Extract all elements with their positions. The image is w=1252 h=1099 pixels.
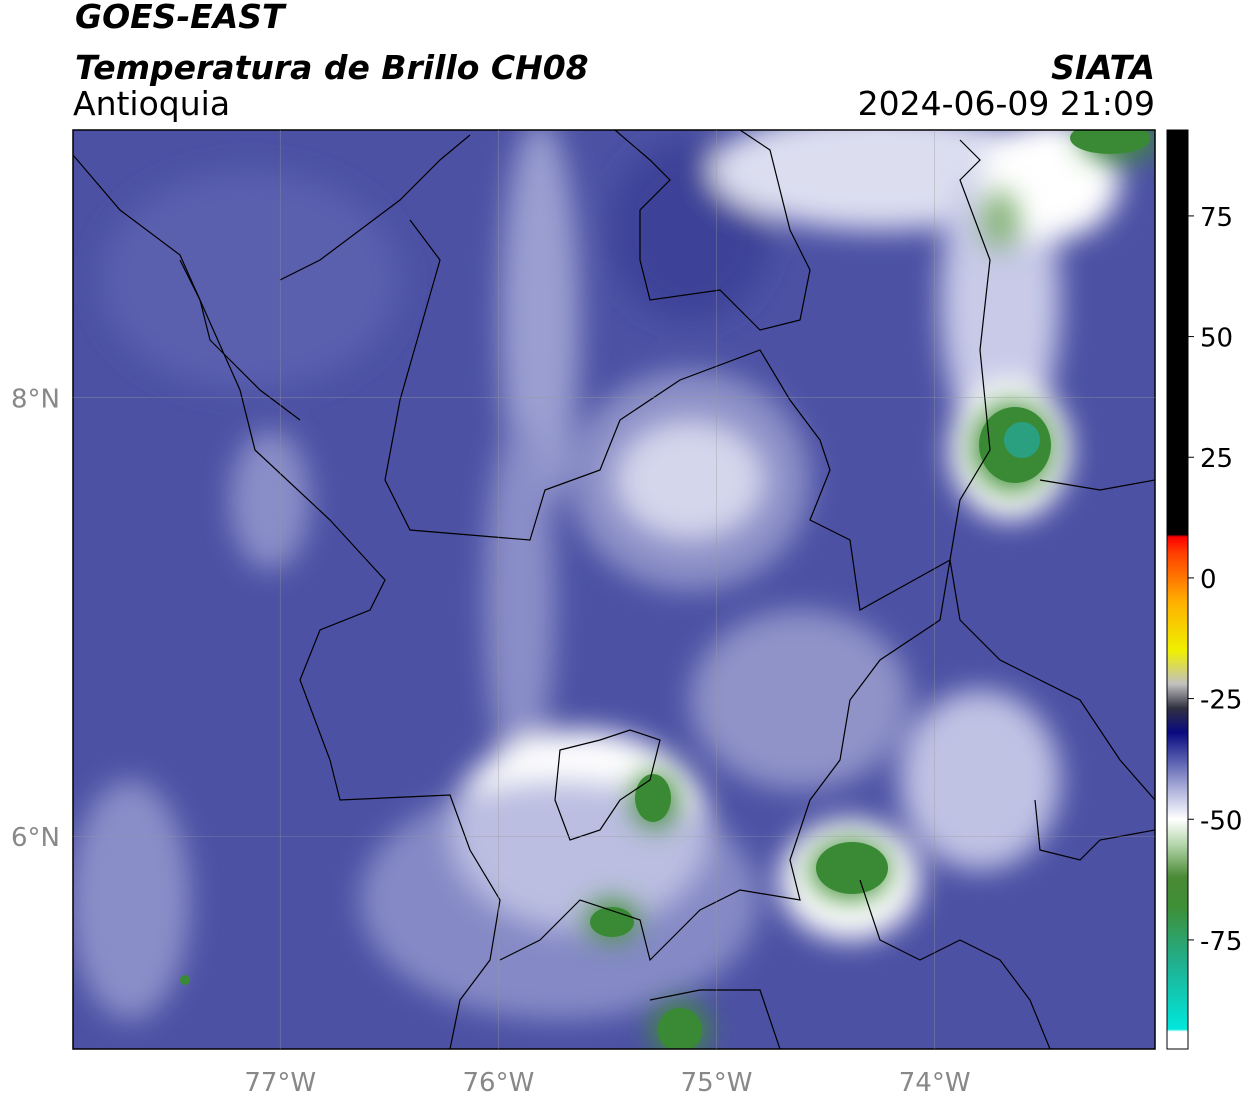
lat-tick-label: 8°N — [11, 385, 60, 415]
graticule — [73, 130, 1155, 1049]
colorbar-tick-label: -75 — [1200, 927, 1242, 957]
colorbar-tick-label: -50 — [1200, 806, 1242, 836]
region: Antioquia — [73, 84, 230, 123]
colorbar-tick-label: 50 — [1200, 324, 1233, 354]
lon-tick-label: 75°W — [681, 1068, 753, 1098]
colorbar-tick-label: 25 — [1200, 444, 1233, 474]
lon-tick-label: 77°W — [244, 1068, 316, 1098]
agency: SIATA — [1051, 48, 1155, 87]
map-frame — [72, 129, 1156, 1050]
colorbar-tick-label: 0 — [1200, 565, 1217, 595]
lon-tick-label: 74°W — [899, 1068, 971, 1098]
lat-tick-label: 6°N — [11, 823, 60, 853]
title: GOES-EAST — [75, 0, 287, 36]
colorbar — [1166, 129, 1189, 1050]
colorbar-tick-label: 75 — [1200, 203, 1233, 233]
colorbar-tick-label: -25 — [1200, 686, 1242, 716]
map-image — [73, 130, 1155, 1049]
datetime: 2024-06-09 21:09 — [858, 84, 1155, 123]
lon-tick-label: 76°W — [462, 1068, 534, 1098]
subtitle: Temperatura de Brillo CH08 — [75, 48, 589, 87]
